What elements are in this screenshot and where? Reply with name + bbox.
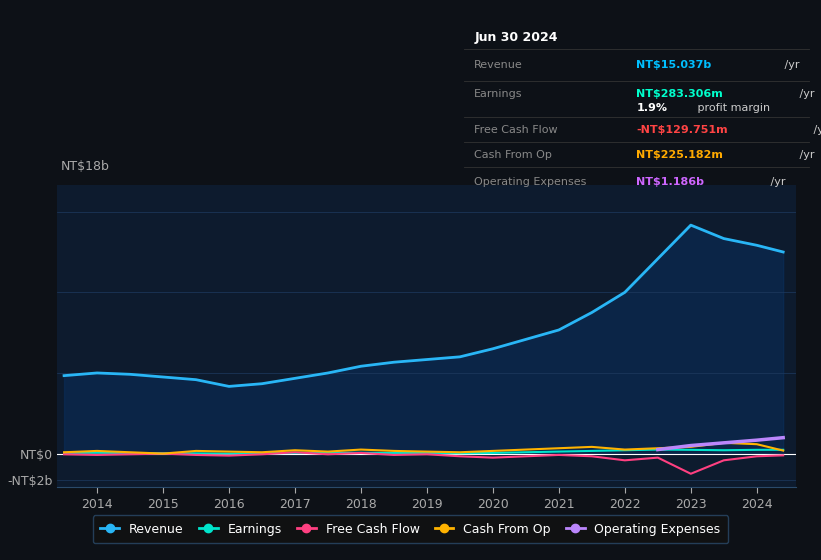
Text: /yr: /yr — [796, 89, 814, 99]
Text: NT$15.037b: NT$15.037b — [636, 60, 712, 70]
Text: /yr: /yr — [810, 125, 821, 135]
Text: NT$283.306m: NT$283.306m — [636, 89, 723, 99]
Text: NT$1.186b: NT$1.186b — [636, 176, 704, 186]
Text: NT$225.182m: NT$225.182m — [636, 150, 723, 160]
Text: /yr: /yr — [767, 176, 785, 186]
Text: Operating Expenses: Operating Expenses — [475, 176, 586, 186]
Text: Earnings: Earnings — [475, 89, 523, 99]
Text: /yr: /yr — [796, 150, 814, 160]
Legend: Revenue, Earnings, Free Cash Flow, Cash From Op, Operating Expenses: Revenue, Earnings, Free Cash Flow, Cash … — [93, 515, 728, 543]
Text: -NT$129.751m: -NT$129.751m — [636, 125, 728, 135]
Text: Free Cash Flow: Free Cash Flow — [475, 125, 557, 135]
Text: Cash From Op: Cash From Op — [475, 150, 552, 160]
Text: NT$18b: NT$18b — [62, 160, 110, 172]
Text: /yr: /yr — [781, 60, 800, 70]
Text: Jun 30 2024: Jun 30 2024 — [475, 31, 557, 44]
Text: profit margin: profit margin — [695, 103, 770, 113]
Text: 1.9%: 1.9% — [636, 103, 667, 113]
Text: Revenue: Revenue — [475, 60, 523, 70]
